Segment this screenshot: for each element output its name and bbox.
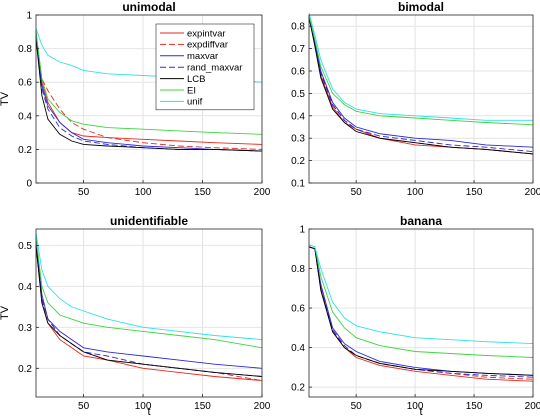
panel-bimodal: 50 100 150 200 0.1 0.2 0.3 0.4 0.5 0.6 0.7 0.8 bimod… (291, 0, 540, 198)
x-tick-label: 50 (351, 401, 363, 412)
series-line-expdiffvar (35, 35, 263, 150)
series-line-rand_maxvar (35, 245, 263, 377)
series-line-EI (308, 14, 534, 126)
x-tick-label: 100 (135, 187, 152, 198)
y-tick-label: 0.2 (291, 156, 305, 167)
plot-area (36, 229, 262, 397)
series-line-unif (308, 12, 533, 121)
plot-area (309, 229, 533, 397)
y-tick-label: 0.4 (18, 111, 32, 122)
y-tick-label: 0.6 (291, 304, 305, 315)
series-line-LCB (308, 17, 534, 155)
legend: expintvarexpdiffvarmaxvarrand_maxvarLCBE… (155, 23, 255, 111)
legend-label-expintvar: expintvar (187, 28, 226, 39)
panel-unimodal: 50 100 150 200 0 0.2 0.4 0.6 0.8 1 unimodal TV expin… (0, 0, 271, 198)
axes-box (308, 14, 534, 184)
legend-label-expdiffvar: expdiffvar (187, 40, 228, 51)
x-tick-label: 150 (194, 187, 211, 198)
y-tick-label: 0.5 (291, 89, 305, 100)
plot-area (309, 15, 533, 183)
legend-label-maxvar: maxvar (187, 51, 218, 62)
y-tick-label: 0.2 (18, 145, 32, 156)
series-line-maxvar (35, 35, 263, 152)
legend-label-unif: unif (187, 97, 203, 108)
series-line-rand_maxvar (35, 35, 263, 152)
y-tick-label: 0.3 (291, 134, 305, 145)
legend-label-EI: EI (187, 85, 196, 96)
series-line-EI (308, 244, 534, 358)
y-tick-label: 1 (299, 225, 305, 236)
series-line-unif (35, 233, 263, 341)
x-tick-label: 100 (135, 401, 152, 412)
x-tick-label: 150 (466, 187, 483, 198)
series-line-EI (35, 237, 263, 349)
axes-box (35, 14, 263, 184)
series-line-unif (308, 244, 534, 345)
series-line-LCB (35, 245, 263, 377)
x-tick-label: 50 (351, 187, 363, 198)
axes-box (308, 228, 534, 398)
panel-title: unidentifiable (110, 214, 188, 228)
x-tick-label: 150 (466, 401, 483, 412)
x-tick-label: 200 (254, 401, 271, 412)
x-tick-label: 100 (407, 401, 424, 412)
x-axis-label: t (419, 406, 422, 418)
x-axis-label: t (147, 406, 150, 418)
y-tick-label: 0.8 (291, 22, 305, 33)
y-axis-label: TV (0, 91, 11, 106)
y-tick-label: 0.6 (291, 67, 305, 78)
series-line-expintvar (35, 31, 263, 145)
y-axis-label: TV (0, 305, 11, 320)
y-tick-label: 0.2 (291, 383, 305, 394)
y-tick-label: 0.5 (18, 241, 32, 252)
x-tick-label: 100 (407, 187, 424, 198)
x-tick-label: 150 (194, 401, 211, 412)
y-tick-label: 0.3 (18, 323, 32, 334)
y-tick-label: 1 (26, 11, 32, 22)
panel-title: unimodal (122, 0, 175, 14)
y-tick-label: 0.8 (18, 44, 32, 55)
x-tick-label: 50 (78, 187, 90, 198)
y-tick-label: 0.4 (291, 343, 305, 354)
panel-banana: 50 100 150 200 0.2 0.4 0.6 0.8 1 banana t (291, 214, 540, 418)
panel-unidentifiable: 50 100 150 200 0.2 0.3 0.4 0.5 unidentifiable TV t (0, 214, 271, 418)
x-tick-label: 200 (525, 401, 540, 412)
series-line-LCB (35, 38, 263, 152)
legend-label-rand_maxvar: rand_maxvar (187, 63, 242, 74)
y-tick-label: 0.4 (18, 282, 32, 293)
y-tick-label: 0.6 (18, 78, 32, 89)
y-tick-label: 0.2 (18, 364, 32, 375)
legend-label-LCB: LCB (187, 74, 205, 85)
series-line-rand_maxvar (308, 17, 534, 153)
y-tick-label: 0.1 (291, 179, 305, 190)
series-line-LCB (308, 246, 534, 376)
x-tick-label: 200 (254, 187, 271, 198)
panel-title: bimodal (398, 0, 444, 14)
y-tick-label: 0.4 (291, 111, 305, 122)
series-line-EI (35, 31, 263, 135)
x-tick-label: 200 (525, 187, 540, 198)
y-tick-label: 0 (26, 179, 32, 190)
panel-title: banana (400, 214, 442, 228)
y-tick-label: 0.8 (291, 264, 305, 275)
x-tick-label: 50 (78, 401, 90, 412)
axes-box (35, 228, 263, 398)
y-tick-label: 0.7 (291, 44, 305, 55)
